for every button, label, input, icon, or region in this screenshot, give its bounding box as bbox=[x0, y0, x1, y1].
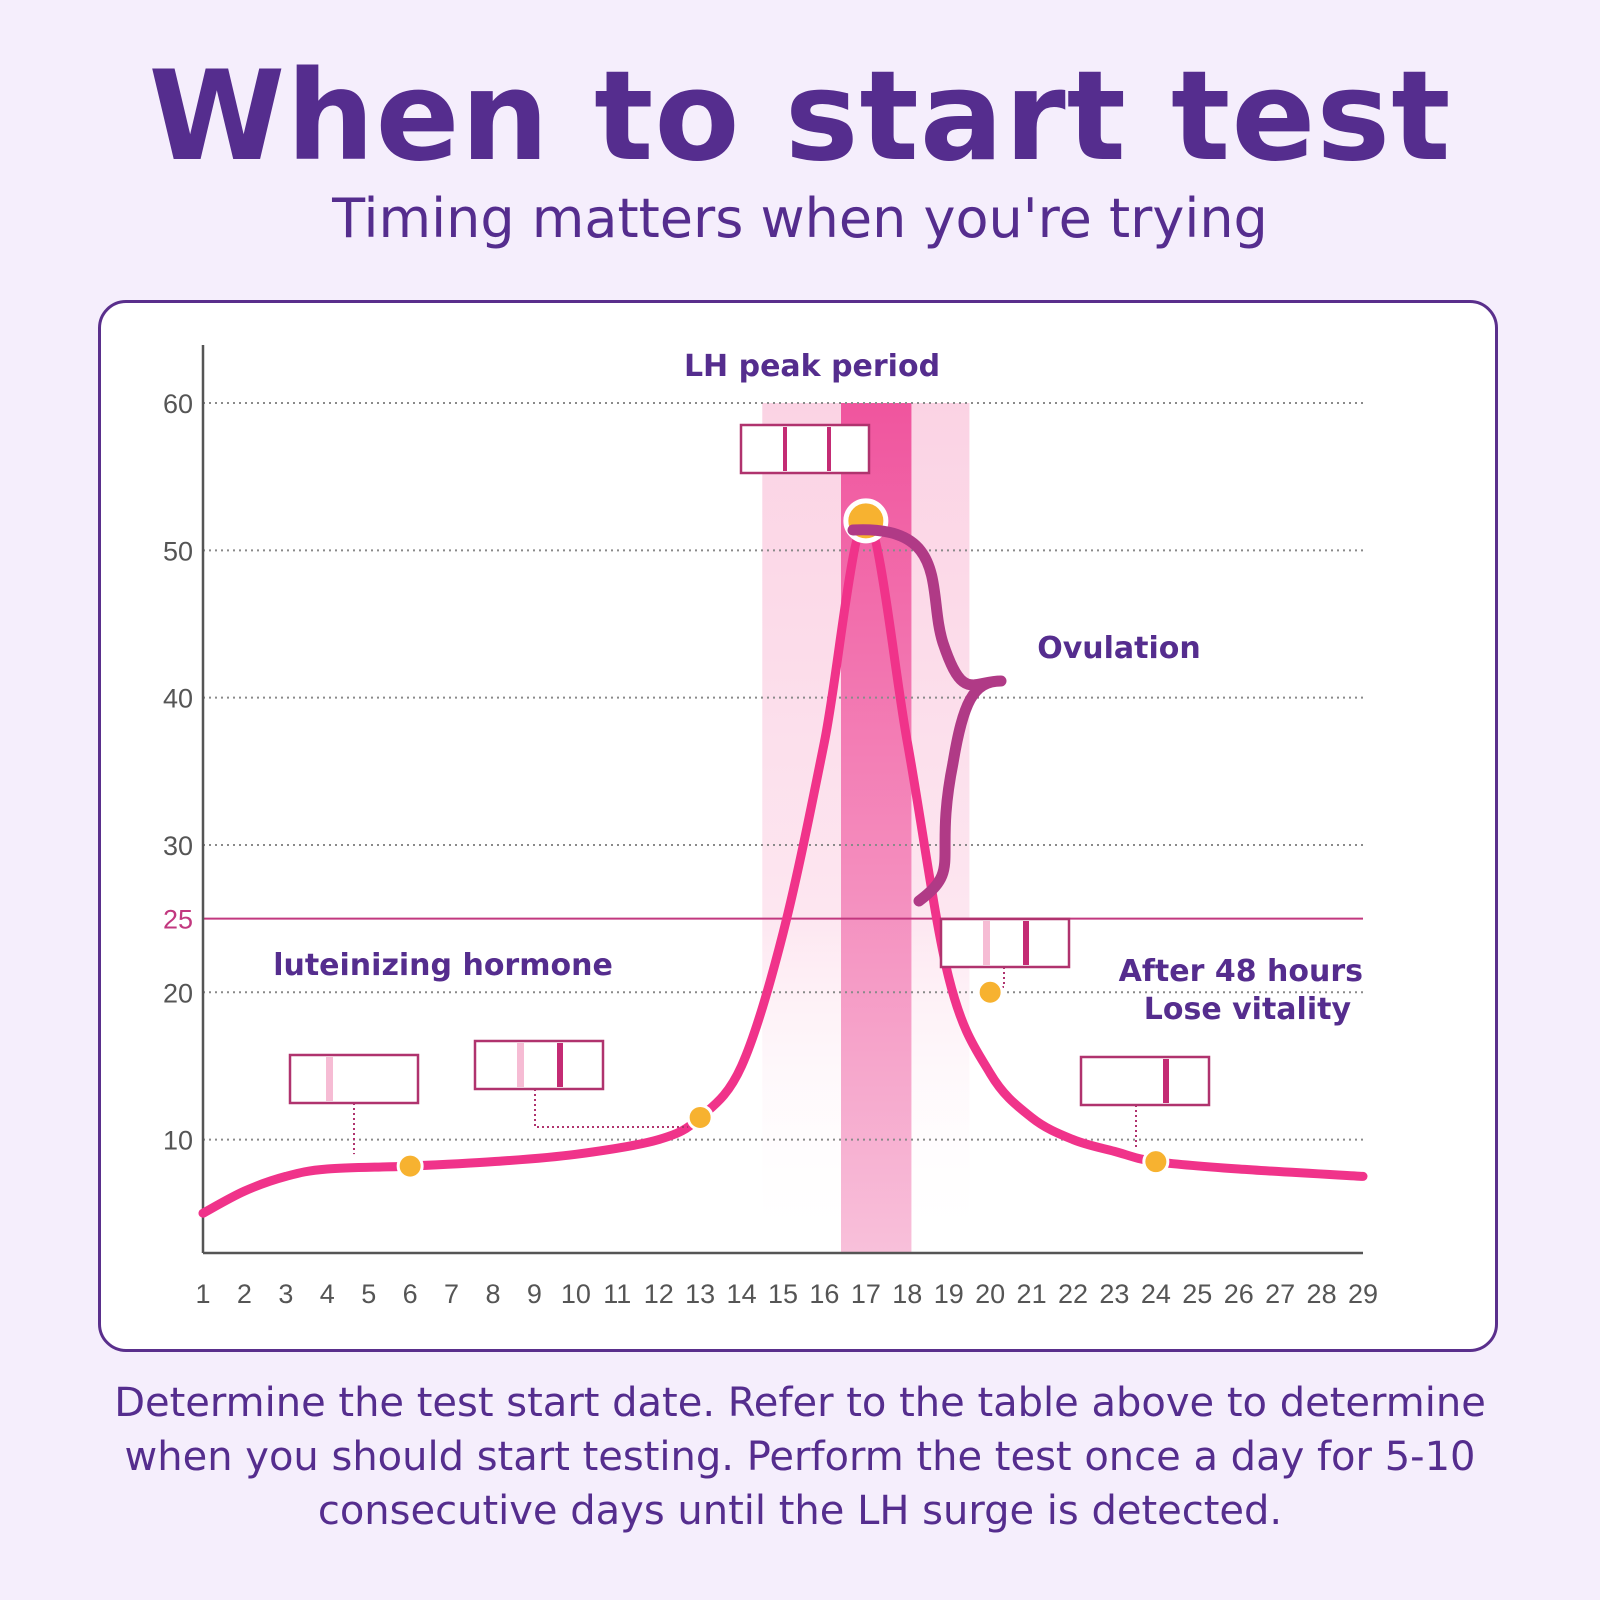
after-48-hours-label: After 48 hours bbox=[1119, 954, 1363, 989]
x-tick-label: 8 bbox=[485, 1279, 500, 1309]
test-strip bbox=[1079, 1055, 1211, 1107]
x-tick-label: 9 bbox=[527, 1279, 542, 1309]
x-tick-label: 2 bbox=[237, 1279, 252, 1309]
x-tick-label: 13 bbox=[685, 1279, 715, 1309]
test-strips bbox=[288, 423, 1211, 1107]
control-line bbox=[557, 1043, 563, 1087]
x-tick-labels: 1 2 3 4 5 6 7 8 9 10 11 12 13 14 15 16 17 18 19 20 21 22 23 24 2… bbox=[195, 1279, 1378, 1309]
test-line-faint bbox=[983, 921, 990, 965]
x-tick-label: 25 bbox=[1182, 1279, 1212, 1309]
x-tick-label: 17 bbox=[851, 1279, 881, 1309]
strip-connector bbox=[534, 1089, 689, 1128]
x-tick-label: 20 bbox=[975, 1279, 1005, 1309]
strip-connectors bbox=[353, 967, 1137, 1155]
test-strip bbox=[288, 1053, 420, 1105]
control-line bbox=[1163, 1059, 1169, 1103]
threshold-tick-label: 25 bbox=[163, 905, 193, 935]
x-tick-label: 21 bbox=[1017, 1279, 1047, 1309]
x-tick-label: 3 bbox=[278, 1279, 293, 1309]
x-tick-label: 7 bbox=[444, 1279, 459, 1309]
test-strip-body bbox=[288, 1053, 420, 1105]
ovulation-bracket bbox=[847, 524, 1007, 907]
x-tick-label: 18 bbox=[892, 1279, 922, 1309]
y-tick-label: 10 bbox=[163, 1126, 193, 1156]
x-tick-label: 28 bbox=[1307, 1279, 1337, 1309]
test-strip bbox=[739, 423, 871, 475]
control-line bbox=[827, 427, 831, 471]
instructions-text: Determine the test start date. Refer to … bbox=[114, 1380, 1486, 1534]
y-tick-label: 20 bbox=[163, 978, 193, 1008]
grid-lines bbox=[203, 402, 1363, 1141]
test-strip-body bbox=[739, 423, 871, 475]
series-label: luteinizing hormone bbox=[273, 948, 613, 983]
test-line-faint bbox=[517, 1043, 524, 1087]
x-tick-label: 5 bbox=[361, 1279, 376, 1309]
data-marker bbox=[1142, 1148, 1170, 1176]
test-strip bbox=[473, 1039, 605, 1091]
test-strip bbox=[939, 917, 1071, 969]
page-title: When to start test bbox=[148, 45, 1452, 189]
strip-connector bbox=[1002, 967, 1005, 988]
lh-peak-label: LH peak period bbox=[684, 349, 940, 384]
test-strip-body bbox=[473, 1039, 605, 1091]
x-tick-label: 15 bbox=[768, 1279, 798, 1309]
x-tick-label: 6 bbox=[403, 1279, 418, 1309]
x-tick-label: 14 bbox=[727, 1279, 757, 1309]
y-tick-label: 40 bbox=[163, 684, 193, 714]
control-line bbox=[1023, 921, 1029, 965]
test-line-faint bbox=[326, 1057, 333, 1101]
x-tick-label: 27 bbox=[1265, 1279, 1295, 1309]
data-marker bbox=[396, 1152, 424, 1180]
x-tick-label: 11 bbox=[603, 1279, 631, 1309]
y-tick-label: 30 bbox=[163, 831, 193, 861]
data-marker bbox=[686, 1103, 714, 1131]
lose-vitality-label: Lose vitality bbox=[1144, 992, 1352, 1027]
x-tick-label: 29 bbox=[1348, 1279, 1378, 1309]
test-line-strong bbox=[783, 427, 787, 471]
x-tick-label: 19 bbox=[934, 1279, 964, 1309]
x-tick-label: 16 bbox=[809, 1279, 839, 1309]
data-marker bbox=[976, 978, 1004, 1006]
x-tick-label: 22 bbox=[1058, 1279, 1088, 1309]
test-strip-body bbox=[939, 917, 1071, 969]
x-tick-label: 24 bbox=[1141, 1279, 1171, 1309]
test-strip-body bbox=[1079, 1055, 1211, 1107]
x-tick-label: 26 bbox=[1224, 1279, 1254, 1309]
ovulation-label: Ovulation bbox=[1037, 631, 1201, 666]
x-tick-label: 23 bbox=[1099, 1279, 1129, 1309]
y-tick-label: 50 bbox=[163, 536, 193, 566]
y-tick-labels: 10 20 30 40 50 60 bbox=[163, 389, 193, 1156]
x-tick-label: 12 bbox=[644, 1279, 674, 1309]
x-tick-label: 4 bbox=[320, 1279, 335, 1309]
x-tick-label: 1 bbox=[195, 1279, 210, 1309]
x-tick-label: 10 bbox=[561, 1279, 591, 1309]
page-subtitle: Timing matters when you're trying bbox=[332, 187, 1268, 250]
y-tick-label: 60 bbox=[163, 389, 193, 419]
chart-card: 10 20 30 40 50 60 1 2 3 4 5 6 7 8 9 10 11 12 13 14 15 16 17 18… bbox=[98, 300, 1498, 1352]
